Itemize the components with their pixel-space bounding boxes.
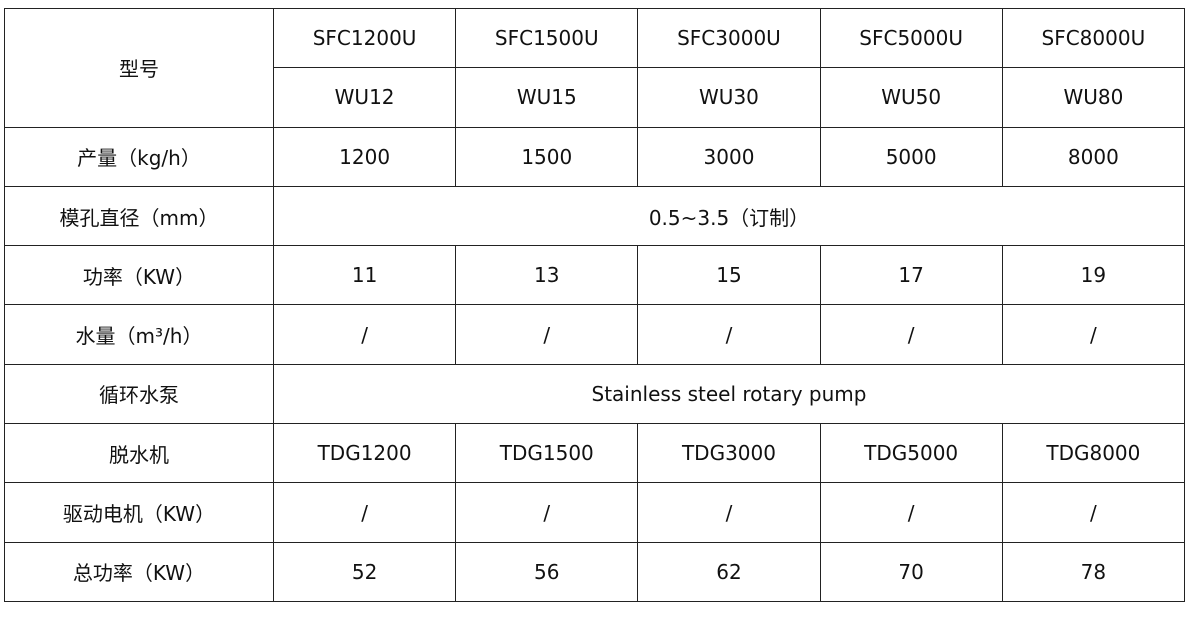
table-row: 功率（KW） 11 13 15 17 19	[4, 245, 1186, 306]
code-cell: WU12	[272, 67, 457, 128]
data-cell: TDG3000	[637, 423, 821, 484]
model-cell: SFC5000U	[819, 7, 1003, 69]
data-cell: 1500	[455, 126, 639, 187]
data-cell: TDG8000	[1001, 423, 1186, 484]
table-row: 产量（kg/h） 1200 1500 3000 5000 8000	[4, 126, 1186, 187]
data-cell: 13	[455, 245, 639, 306]
data-cell: /	[637, 304, 821, 365]
data-cell: 70	[819, 541, 1003, 602]
row-label: 模孔直径（mm）	[4, 185, 274, 247]
merged-cell: Stainless steel rotary pump	[273, 363, 1185, 425]
table-row: 总功率（KW） 52 56 62 70 78	[4, 541, 1186, 602]
table-row: 水量（m³/h） / / / / /	[4, 304, 1186, 365]
code-cell: WU30	[637, 67, 821, 128]
data-cell: 15	[637, 245, 821, 306]
data-cell: 1200	[272, 126, 457, 187]
data-cell: /	[272, 304, 457, 365]
code-cell: WU15	[455, 67, 639, 128]
data-cell: TDG5000	[819, 423, 1003, 484]
data-cell: /	[637, 482, 821, 543]
data-cell: 52	[272, 541, 457, 602]
data-cell: /	[272, 482, 457, 543]
data-cell: 11	[272, 245, 457, 306]
data-cell: 3000	[637, 126, 821, 187]
data-cell: /	[819, 304, 1003, 365]
data-cell: 17	[819, 245, 1003, 306]
table-row: 脱水机 TDG1200 TDG1500 TDG3000 TDG5000 TDG8000	[4, 423, 1186, 484]
row-label: 循环水泵	[4, 363, 274, 425]
row-label: 总功率（KW）	[4, 541, 274, 602]
model-cell: SFC1500U	[455, 7, 639, 69]
row-label: 型号	[4, 8, 274, 128]
table-row: 循环水泵 Stainless steel rotary pump	[4, 363, 1185, 425]
table-row: 型号 SFC1200U SFC1500U SFC3000U SFC5000U SFC800…	[4, 7, 1186, 128]
row-label: 脱水机	[4, 423, 274, 484]
data-cell: TDG1500	[455, 423, 639, 484]
code-cell: WU80	[1001, 67, 1186, 128]
spec-table: 型号 SFC1200U SFC1500U SFC3000U SFC5000U SFC800…	[4, 7, 1186, 602]
table-row: 驱动电机（KW） / / / / /	[4, 482, 1186, 543]
model-cell: SFC8000U	[1001, 7, 1186, 69]
data-cell: /	[819, 482, 1003, 543]
data-cell: /	[455, 304, 639, 365]
code-cell: WU50	[819, 67, 1003, 128]
merged-cell: 0.5~3.5（订制）	[273, 185, 1185, 247]
data-cell: 5000	[819, 126, 1003, 187]
row-label: 产量（kg/h）	[4, 126, 274, 187]
model-cell: SFC3000U	[637, 7, 821, 69]
data-cell: 56	[455, 541, 639, 602]
data-cell: 19	[1001, 245, 1186, 306]
row-label: 功率（KW）	[4, 245, 274, 306]
data-cell: 8000	[1001, 126, 1186, 187]
data-cell: 62	[637, 541, 821, 602]
data-cell: /	[1001, 482, 1186, 543]
data-cell: /	[455, 482, 639, 543]
data-cell: 78	[1001, 541, 1186, 602]
table-row: 模孔直径（mm） 0.5~3.5（订制）	[4, 185, 1185, 247]
row-label: 驱动电机（KW）	[4, 482, 274, 543]
data-cell: /	[1001, 304, 1186, 365]
data-cell: TDG1200	[272, 423, 457, 484]
row-label: 水量（m³/h）	[4, 304, 274, 365]
model-cell: SFC1200U	[272, 7, 457, 69]
